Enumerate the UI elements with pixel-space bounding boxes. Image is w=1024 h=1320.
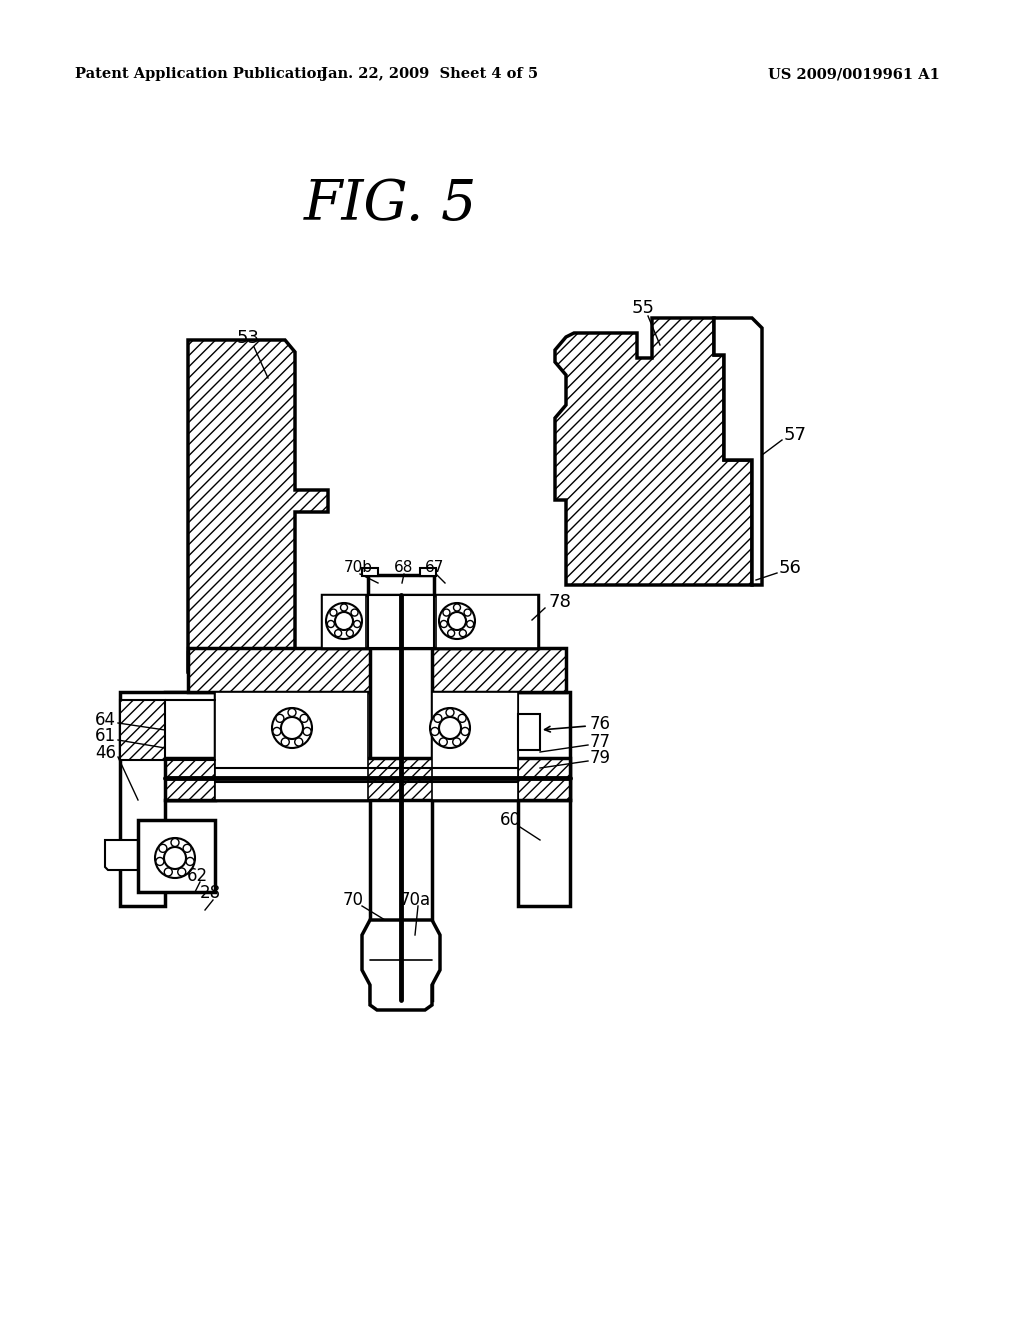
Circle shape	[159, 845, 167, 853]
Circle shape	[454, 605, 461, 611]
Circle shape	[443, 609, 450, 616]
Polygon shape	[120, 700, 165, 760]
Circle shape	[346, 630, 353, 636]
Text: 62: 62	[186, 867, 208, 884]
Circle shape	[434, 714, 442, 722]
Circle shape	[464, 609, 471, 616]
Polygon shape	[518, 714, 540, 750]
Polygon shape	[368, 576, 434, 595]
Circle shape	[335, 630, 342, 636]
Circle shape	[156, 858, 164, 866]
Text: 70: 70	[342, 891, 364, 909]
Polygon shape	[188, 648, 566, 692]
Text: 77: 77	[590, 733, 611, 751]
Text: 56: 56	[779, 558, 802, 577]
Circle shape	[330, 609, 337, 616]
Polygon shape	[518, 800, 570, 906]
Polygon shape	[555, 318, 752, 585]
Text: 76: 76	[590, 715, 611, 733]
Circle shape	[186, 858, 195, 866]
Circle shape	[449, 612, 466, 630]
Polygon shape	[322, 595, 366, 648]
Polygon shape	[362, 920, 440, 1010]
Circle shape	[300, 714, 308, 722]
Polygon shape	[362, 568, 378, 576]
Polygon shape	[420, 568, 436, 576]
Circle shape	[467, 620, 474, 627]
Circle shape	[439, 738, 447, 746]
Circle shape	[431, 727, 439, 735]
Circle shape	[351, 609, 358, 616]
Circle shape	[461, 727, 469, 735]
Circle shape	[353, 620, 360, 627]
Text: 60: 60	[500, 810, 520, 829]
Text: 57: 57	[784, 426, 807, 444]
Polygon shape	[714, 318, 762, 585]
Text: 78: 78	[548, 593, 570, 611]
Polygon shape	[120, 692, 215, 906]
Circle shape	[275, 714, 284, 722]
Circle shape	[341, 605, 347, 611]
Text: 46: 46	[95, 744, 116, 762]
Text: 70b: 70b	[343, 561, 373, 576]
Text: 64: 64	[95, 711, 116, 729]
Text: 67: 67	[425, 561, 444, 576]
Circle shape	[281, 717, 303, 739]
Circle shape	[439, 603, 475, 639]
Circle shape	[295, 738, 303, 746]
Circle shape	[272, 727, 281, 735]
Circle shape	[446, 709, 454, 717]
Polygon shape	[105, 840, 138, 870]
Polygon shape	[368, 595, 434, 648]
Text: 61: 61	[95, 727, 116, 744]
Text: 68: 68	[394, 561, 414, 576]
Text: 70a: 70a	[399, 891, 430, 909]
Circle shape	[303, 727, 311, 735]
Circle shape	[440, 620, 447, 627]
Circle shape	[171, 838, 179, 846]
Text: FIG. 5: FIG. 5	[303, 178, 476, 232]
Polygon shape	[436, 595, 538, 648]
Circle shape	[453, 738, 461, 746]
Circle shape	[282, 738, 289, 746]
Circle shape	[335, 612, 353, 630]
Circle shape	[155, 838, 195, 878]
Circle shape	[164, 847, 186, 869]
Polygon shape	[322, 595, 538, 648]
Text: 55: 55	[632, 300, 654, 317]
Polygon shape	[188, 341, 328, 672]
Circle shape	[272, 708, 312, 748]
Circle shape	[447, 630, 455, 636]
Circle shape	[326, 603, 362, 639]
Circle shape	[178, 869, 185, 876]
Polygon shape	[432, 692, 518, 800]
Circle shape	[460, 630, 466, 636]
Text: 53: 53	[237, 329, 259, 347]
Circle shape	[439, 717, 461, 739]
Text: 28: 28	[200, 884, 220, 902]
Circle shape	[164, 869, 172, 876]
Circle shape	[458, 714, 466, 722]
Polygon shape	[165, 692, 570, 800]
Polygon shape	[215, 692, 368, 800]
Text: Jan. 22, 2009  Sheet 4 of 5: Jan. 22, 2009 Sheet 4 of 5	[322, 67, 539, 81]
Circle shape	[288, 709, 296, 717]
Text: Patent Application Publication: Patent Application Publication	[75, 67, 327, 81]
Circle shape	[328, 620, 335, 627]
Text: US 2009/0019961 A1: US 2009/0019961 A1	[768, 67, 940, 81]
Circle shape	[183, 845, 191, 853]
Polygon shape	[165, 758, 570, 800]
Circle shape	[430, 708, 470, 748]
Polygon shape	[370, 648, 432, 1001]
Polygon shape	[138, 820, 215, 892]
Text: 79: 79	[590, 748, 611, 767]
Polygon shape	[188, 652, 248, 671]
